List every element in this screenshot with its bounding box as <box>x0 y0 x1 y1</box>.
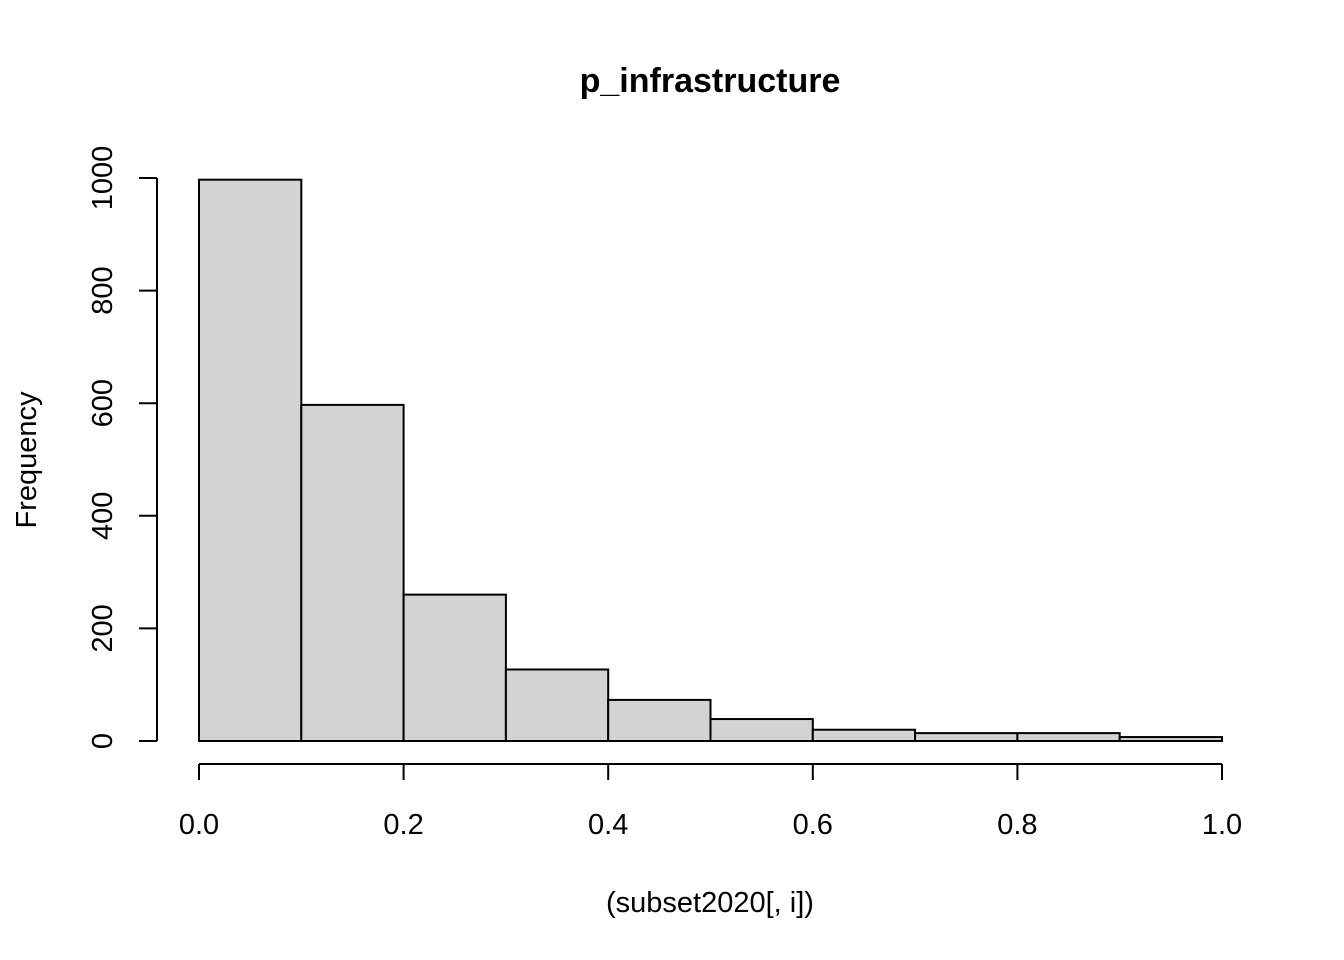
x-tick-label-2: 0.4 <box>588 809 628 841</box>
histogram-bar-6 <box>811 728 917 742</box>
histogram-bar-0 <box>198 178 303 742</box>
x-tick-label-1: 0.2 <box>383 809 423 841</box>
y-axis-label: Frequency <box>11 391 43 529</box>
histogram-bar-2 <box>402 593 507 742</box>
y-tick-label-1: 200 <box>87 604 119 652</box>
x-tick-label-4: 0.8 <box>997 809 1037 841</box>
histogram-bar-3 <box>504 668 610 743</box>
x-tick-label-5: 1.0 <box>1202 809 1242 841</box>
y-tick-label-2: 400 <box>87 492 119 540</box>
histogram-bar-1 <box>300 403 405 742</box>
x-axis: 0.0 0.2 0.4 0.6 0.8 1.0 <box>179 763 1242 841</box>
histogram-bar-4 <box>607 698 712 742</box>
x-axis-label: (subset2020[, i]) <box>606 887 814 919</box>
histogram-bar-9 <box>1118 736 1223 743</box>
y-tick-label-4: 800 <box>87 266 119 314</box>
y-tick-label-3: 600 <box>87 379 119 427</box>
bars-group <box>198 178 1223 743</box>
histogram-bar-5 <box>709 718 814 743</box>
y-tick-label-0: 0 <box>87 733 119 749</box>
y-tick-label-5: 1000 <box>87 146 119 211</box>
chart-title: p_infrastructure <box>580 62 841 100</box>
y-axis: 0 200 400 600 800 1000 <box>87 146 158 749</box>
histogram-bar-8 <box>1016 732 1121 742</box>
x-tick-label-0: 0.0 <box>179 809 219 841</box>
x-tick-label-3: 0.6 <box>793 809 833 841</box>
histogram-bar-7 <box>914 732 1019 742</box>
